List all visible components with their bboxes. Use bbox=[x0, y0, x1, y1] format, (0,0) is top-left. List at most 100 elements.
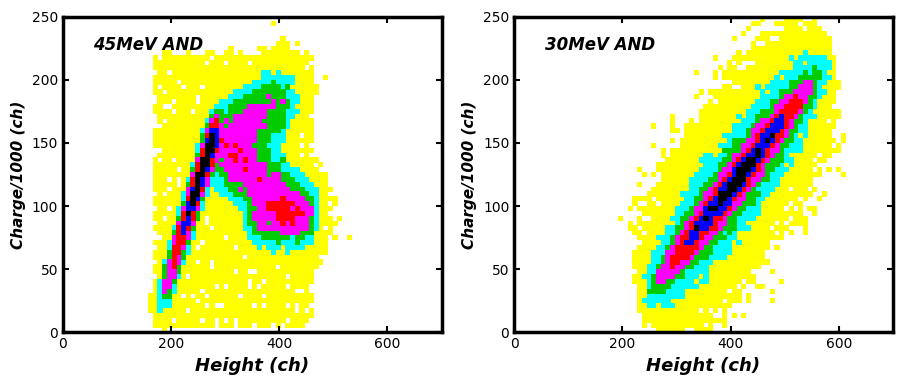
Point bbox=[181, 74, 195, 80]
Point bbox=[242, 171, 256, 178]
Point bbox=[806, 69, 821, 76]
Point bbox=[740, 118, 755, 124]
Point bbox=[707, 283, 721, 290]
Point bbox=[252, 298, 266, 304]
Point bbox=[646, 230, 660, 236]
Point bbox=[759, 36, 774, 42]
Point bbox=[172, 157, 186, 163]
Point bbox=[637, 220, 651, 226]
Point bbox=[703, 186, 717, 192]
Point bbox=[679, 322, 694, 328]
Point bbox=[802, 30, 816, 37]
Point bbox=[694, 210, 708, 217]
Point bbox=[237, 132, 252, 139]
Point bbox=[290, 181, 304, 187]
Point bbox=[261, 230, 275, 236]
Point bbox=[318, 239, 332, 245]
Point bbox=[209, 244, 224, 251]
Point bbox=[726, 244, 740, 251]
Point bbox=[651, 186, 666, 192]
Point bbox=[835, 171, 850, 178]
Point bbox=[721, 205, 736, 212]
Point bbox=[214, 181, 228, 187]
Point bbox=[774, 176, 788, 183]
Point bbox=[755, 167, 769, 173]
Point bbox=[684, 249, 698, 256]
Point bbox=[148, 167, 163, 173]
Point bbox=[641, 244, 656, 251]
Point bbox=[290, 40, 304, 46]
Point bbox=[157, 137, 172, 144]
Point bbox=[294, 293, 309, 299]
Point bbox=[172, 196, 186, 202]
Point bbox=[707, 69, 721, 76]
Point bbox=[745, 167, 759, 173]
Point bbox=[768, 137, 783, 144]
Point bbox=[294, 312, 309, 318]
Point bbox=[712, 210, 727, 217]
Point bbox=[821, 55, 835, 61]
Point bbox=[167, 132, 182, 139]
Point bbox=[632, 303, 647, 309]
Point bbox=[694, 152, 708, 158]
Point bbox=[787, 132, 802, 139]
Point bbox=[721, 162, 736, 168]
Point bbox=[172, 259, 186, 265]
Point bbox=[802, 94, 816, 100]
Point bbox=[172, 191, 186, 197]
Point bbox=[793, 64, 807, 71]
Point bbox=[318, 210, 332, 217]
Point bbox=[698, 308, 712, 314]
Point bbox=[233, 167, 247, 173]
Point bbox=[778, 45, 793, 51]
Point bbox=[740, 249, 755, 256]
Point bbox=[271, 201, 285, 207]
Point bbox=[280, 118, 294, 124]
Point bbox=[778, 30, 793, 37]
Point bbox=[195, 123, 209, 129]
Point bbox=[313, 205, 328, 212]
Point bbox=[209, 186, 224, 192]
Point bbox=[641, 220, 656, 226]
Point bbox=[764, 84, 778, 90]
Point bbox=[261, 308, 275, 314]
Point bbox=[261, 176, 275, 183]
Point bbox=[148, 55, 163, 61]
Point bbox=[717, 128, 731, 134]
Point bbox=[285, 264, 300, 270]
Point bbox=[698, 215, 712, 221]
Point bbox=[172, 142, 186, 149]
Point bbox=[191, 201, 205, 207]
Point bbox=[627, 201, 641, 207]
Point bbox=[802, 157, 816, 163]
Point bbox=[736, 239, 750, 245]
Point bbox=[200, 181, 214, 187]
Point bbox=[749, 210, 764, 217]
Point bbox=[252, 312, 266, 318]
Point bbox=[707, 293, 721, 299]
Point bbox=[205, 191, 219, 197]
Point bbox=[256, 108, 271, 115]
Point bbox=[294, 196, 309, 202]
Point bbox=[774, 69, 788, 76]
Point bbox=[688, 274, 703, 280]
Point bbox=[665, 249, 679, 256]
Point bbox=[669, 186, 684, 192]
Point bbox=[247, 196, 262, 202]
Point bbox=[703, 239, 717, 245]
Point bbox=[665, 278, 679, 284]
Point bbox=[759, 132, 774, 139]
Point bbox=[651, 210, 666, 217]
Point bbox=[783, 26, 797, 32]
Point bbox=[186, 230, 200, 236]
Point bbox=[736, 244, 750, 251]
Point bbox=[703, 162, 717, 168]
Point bbox=[162, 283, 176, 290]
Point bbox=[812, 84, 826, 90]
Point bbox=[651, 167, 666, 173]
Point bbox=[275, 162, 290, 168]
Point bbox=[186, 283, 200, 290]
Point bbox=[214, 249, 228, 256]
Point bbox=[665, 123, 679, 129]
Point bbox=[195, 215, 209, 221]
